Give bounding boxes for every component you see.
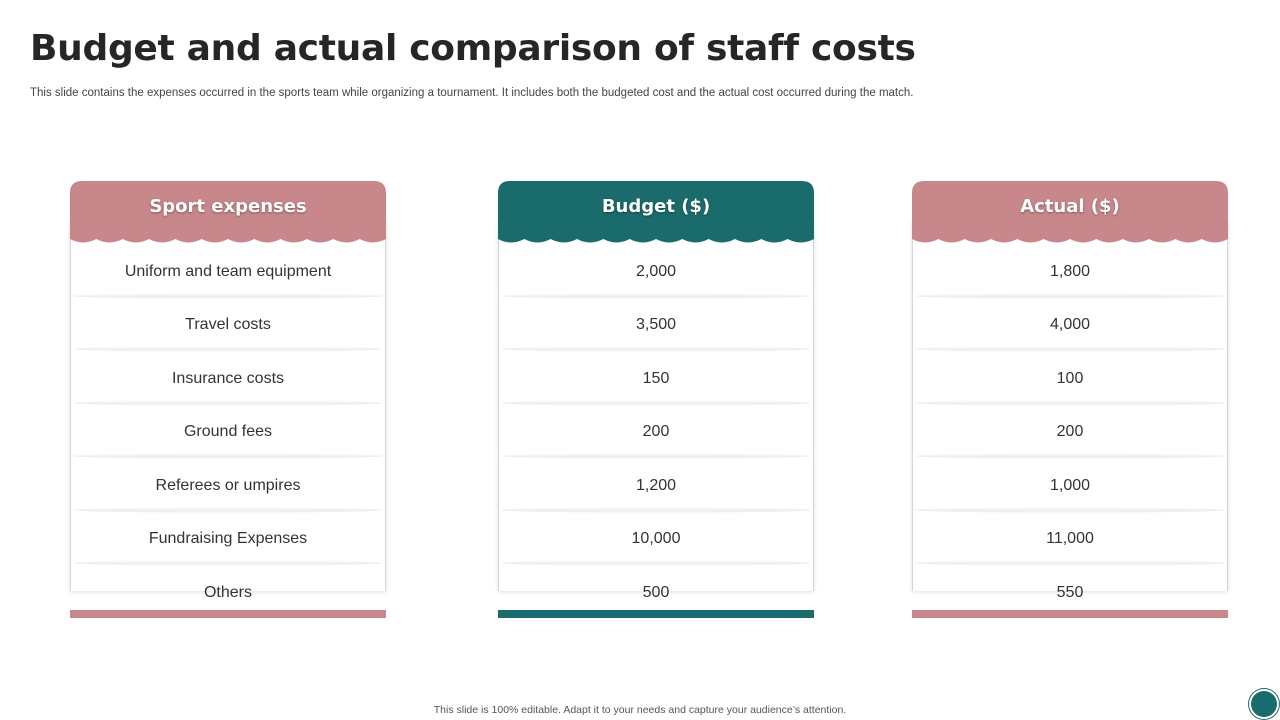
column-footer-bar	[912, 610, 1228, 618]
table-cell: 2,000	[499, 245, 813, 299]
table-cell: 100	[913, 352, 1227, 406]
column-header-banner	[70, 181, 386, 243]
column-body	[70, 221, 386, 591]
table-cell: 1,200	[499, 459, 813, 513]
table-cell: Fundraising Expenses	[71, 513, 385, 567]
column-actual: Actual ($) 1,800 4,000 100 200 1,000 11,…	[912, 181, 1228, 618]
table-cell: 550	[1056, 583, 1084, 601]
navigation-dot[interactable]	[1251, 691, 1277, 717]
column-header-label: Actual ($)	[1020, 196, 1120, 217]
column-rows: 1,800 4,000 100 200 1,000 11,000 550	[913, 245, 1227, 620]
column-footer-bar	[498, 610, 814, 618]
table-cell: 1,800	[913, 245, 1227, 299]
table-cell: 200	[913, 406, 1227, 460]
column-rows: Uniform and team equipment Travel costs …	[71, 245, 385, 620]
slide-title: Budget and actual comparison of staff co…	[30, 28, 916, 69]
column-sport-expenses: Sport expenses Uniform and team equipmen…	[70, 181, 386, 618]
table-cell: 500	[642, 583, 670, 601]
table-cell: Uniform and team equipment	[71, 245, 385, 299]
table-cell: 4,000	[913, 299, 1227, 353]
table-cell: 10,000	[499, 513, 813, 567]
table-cell: 1,000	[913, 459, 1227, 513]
footer-note: This slide is 100% editable. Adapt it to…	[433, 704, 847, 716]
table-cell: 200	[499, 406, 813, 460]
column-rows: 2,000 3,500 150 200 1,200 10,000 500	[499, 245, 813, 620]
column-header-banner	[498, 181, 814, 243]
column-header-label: Budget ($)	[601, 196, 711, 217]
table-cell: Referees or umpires	[71, 459, 385, 513]
table-cell: Others	[203, 583, 252, 601]
column-header-label: Sport expenses	[149, 196, 307, 217]
column-body	[912, 221, 1228, 591]
column-header-banner	[912, 181, 1228, 243]
column-budget: Budget ($) 2,000 3,500 150 200 1,200 10,…	[498, 181, 814, 618]
column-footer-bar	[70, 610, 386, 618]
slide-subtitle: This slide contains the expenses occurre…	[30, 87, 914, 99]
column-body	[498, 221, 814, 591]
table-cell: Ground fees	[71, 406, 385, 460]
table-cell: Insurance costs	[71, 352, 385, 406]
table-cell: 11,000	[913, 513, 1227, 567]
table-cell: 150	[499, 352, 813, 406]
table-cell: 3,500	[499, 299, 813, 353]
table-cell: Travel costs	[71, 299, 385, 353]
